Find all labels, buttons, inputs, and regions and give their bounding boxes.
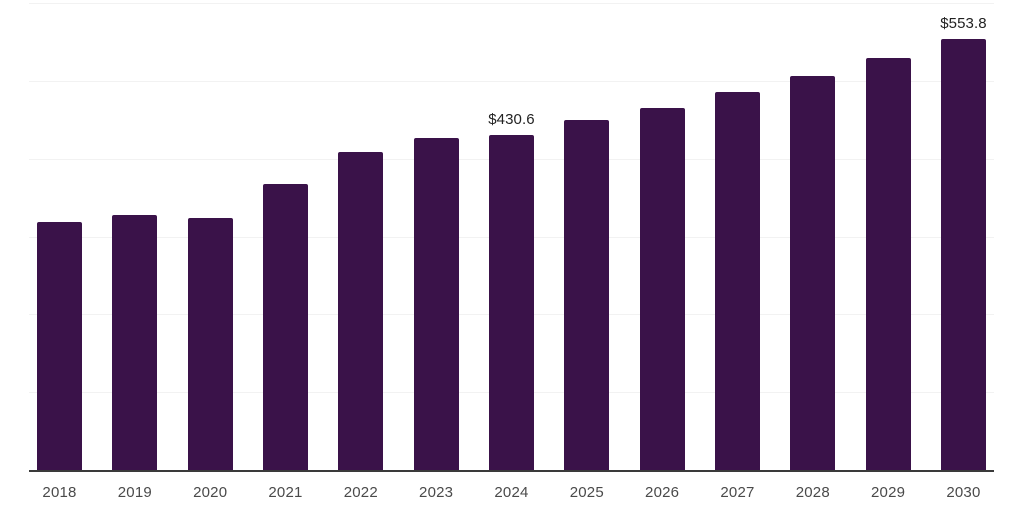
bar[interactable] [488,135,534,471]
bar-slot [413,0,459,471]
x-axis-tick-label: 2026 [645,484,680,501]
bar-slot: $553.8 [940,0,987,471]
bar-slot [564,0,610,471]
x-axis-tick-label: 2024 [494,484,529,501]
x-axis-tick-label: 2022 [343,484,378,501]
bar-slot [338,0,384,471]
bar[interactable] [564,120,610,471]
bar-slot [262,0,308,471]
bar[interactable] [262,184,308,471]
bar[interactable] [187,218,233,471]
bar[interactable] [338,152,384,471]
bar-value-label: $430.6 [488,111,535,129]
x-axis-tick-label: 2025 [569,484,604,501]
bar-slot [112,0,158,471]
x-axis-line [29,470,994,472]
x-axis-tick-labels: 2018 2019 2020 2021 2022 2023 2024 2025 2026 2027… [29,472,994,512]
bar[interactable] [940,39,986,471]
x-axis-tick-label: 2019 [117,484,152,501]
bar-slot [639,0,685,471]
bar-slot [37,0,82,471]
x-axis-tick-label: 2029 [871,484,906,501]
x-axis-tick-label: 2020 [193,484,228,501]
x-axis-tick-label: 2028 [795,484,830,501]
bar-slot [187,0,233,471]
bar[interactable] [112,215,158,471]
bar-value-label: $553.8 [940,15,987,33]
bar-slot [790,0,836,471]
x-axis-tick-label: 2030 [946,484,981,501]
bar-slot [714,0,760,471]
bar[interactable] [37,222,82,471]
bars-group: $430.6 $553.8 [29,0,994,471]
bar[interactable] [714,91,760,471]
x-axis-tick-label: 2021 [268,484,303,501]
bar-slot [865,0,911,471]
plot-area: $430.6 $553.8 [29,0,994,471]
bar[interactable] [790,76,836,471]
x-axis-tick-label: 2018 [42,484,77,501]
bar-slot: $430.6 [488,0,535,471]
bar[interactable] [413,137,459,471]
bar[interactable] [639,107,685,471]
x-axis-tick-label: 2023 [419,484,454,501]
x-axis-tick-label: 2027 [720,484,755,501]
bar[interactable] [865,58,911,471]
